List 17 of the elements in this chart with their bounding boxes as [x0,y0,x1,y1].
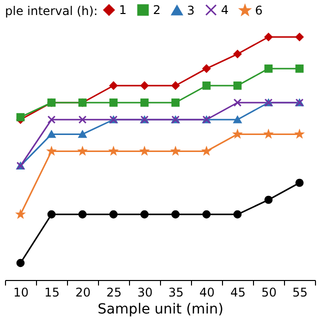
x-tick-label: 10 [13,286,29,300]
legend-label: 6 [255,3,263,18]
legend-label: 4 [221,3,229,17]
x-tick-label: 45 [230,286,246,300]
x-tick-label: 40 [199,286,215,300]
x-tick-label: 25 [106,286,122,300]
legend-title: ple interval (h): [5,4,98,18]
x-tick-label: 20 [75,286,91,300]
x-axis-title: Sample unit (min) [98,302,224,318]
x-tick-label: 30 [137,286,153,300]
x-tick-label: 15 [44,286,60,300]
legend-label: 2 [153,3,161,17]
x-tick-label: 55 [292,286,308,300]
x-tick-label: 35 [168,286,184,300]
x-tick-label: 50 [261,286,277,300]
legend-label: 1 [119,3,127,17]
legend-label: 3 [187,3,195,18]
